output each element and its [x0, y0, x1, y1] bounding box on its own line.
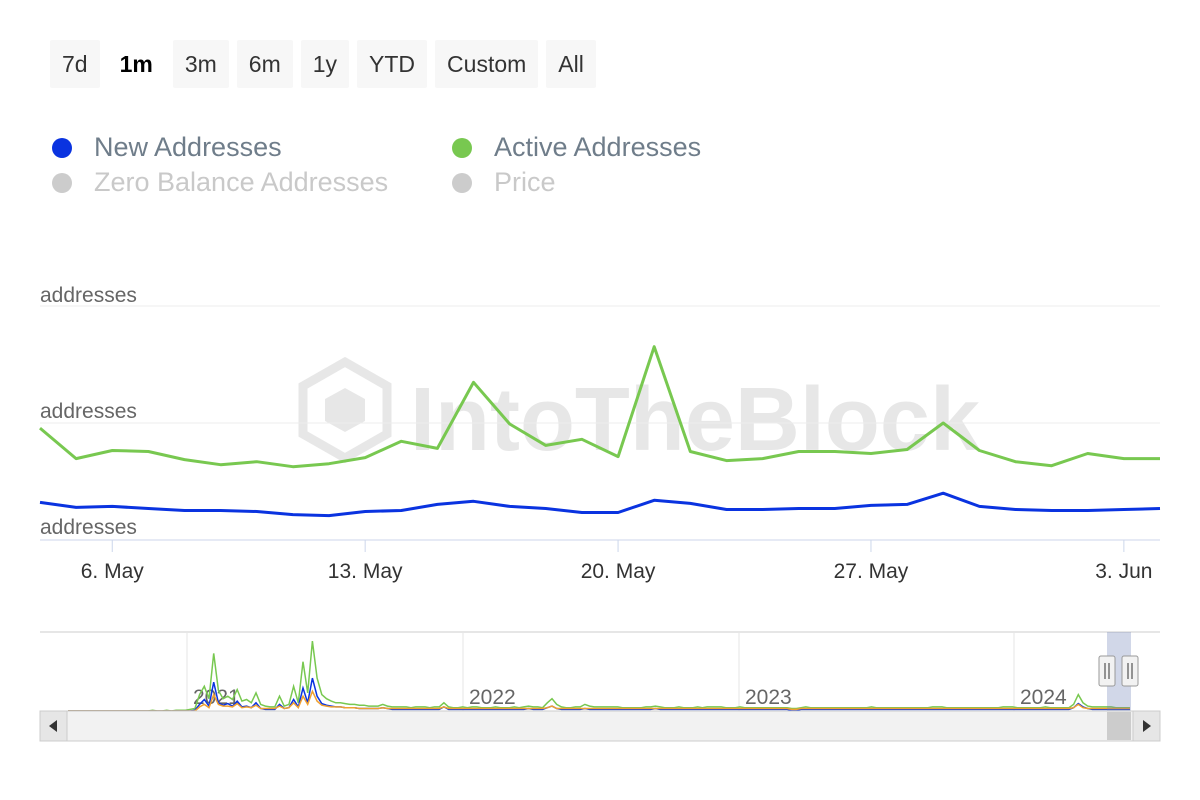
range-button-custom[interactable]: Custom — [435, 40, 539, 88]
watermark-logo-icon — [298, 356, 392, 464]
navigator-year-label: 2023 — [745, 686, 792, 709]
y-axis-label-bottom: addresses — [40, 516, 137, 539]
navigator-series — [68, 641, 1130, 712]
x-axis-ticks: 6. May 13. May 20. May 27. May 3. Jun — [81, 540, 1152, 583]
range-button-all[interactable]: All — [546, 40, 596, 88]
navigator-handle-left[interactable] — [1098, 655, 1116, 687]
navigator-line-price — [68, 689, 1130, 712]
navigator-handle-right[interactable] — [1121, 655, 1139, 687]
scroll-left-button[interactable] — [39, 710, 68, 742]
y-axis-label-middle: addresses — [40, 400, 137, 423]
x-tick-label: 20. May — [581, 560, 656, 583]
scroll-right-button[interactable] — [1132, 710, 1161, 742]
range-button-ytd[interactable]: YTD — [357, 40, 428, 88]
series-lines — [39, 345, 1161, 518]
range-selector: 7d 1m 3m 6m 1y YTD Custom All — [50, 40, 596, 88]
navigator-year-labels: 2021 2022 2023 2024 — [186, 632, 1067, 711]
navigator: 2021 2022 2023 2024 — [40, 631, 1160, 712]
range-button-3m[interactable]: 3m — [172, 40, 229, 88]
legend-label: New Addresses — [94, 132, 282, 162]
navigator-line-new-addresses — [68, 677, 1130, 712]
navigator-year-label: 2022 — [469, 686, 516, 709]
legend-dot-icon — [52, 137, 72, 158]
y-axis-label-top: addresses — [40, 284, 137, 307]
x-tick-label: 6. May — [81, 560, 145, 583]
legend-item-price[interactable]: Price — [452, 167, 556, 198]
legend-item-active-addresses[interactable]: Active Addresses — [452, 132, 701, 163]
legend-item-zero-balance-addresses[interactable]: Zero Balance Addresses — [52, 167, 388, 198]
series-line-new-addresses — [39, 491, 1161, 518]
range-button-1y[interactable]: 1y — [300, 40, 350, 88]
legend-label: Active Addresses — [494, 132, 702, 162]
range-button-7d[interactable]: 7d — [50, 40, 100, 88]
grid-lines — [40, 305, 1160, 424]
arrow-right-icon — [1143, 720, 1151, 732]
range-button-6m[interactable]: 6m — [236, 40, 293, 88]
x-tick-label: 27. May — [834, 560, 909, 583]
legend-item-new-addresses[interactable]: New Addresses — [52, 132, 282, 163]
x-tick-label: 13. May — [328, 560, 403, 583]
range-button-1m[interactable]: 1m — [107, 40, 165, 88]
legend-label: Price — [494, 167, 556, 197]
legend-dot-icon — [452, 137, 472, 158]
series-line-active-addresses — [39, 345, 1160, 469]
navigator-line-active-addresses — [68, 641, 1130, 712]
scrollbar-thumb[interactable] — [1107, 712, 1131, 740]
watermark-text: IntoTheBlock — [410, 370, 981, 470]
navigator-year-label: 2024 — [1020, 686, 1067, 709]
arrow-left-icon — [49, 720, 57, 732]
x-tick-label: 3. Jun — [1095, 560, 1152, 583]
legend-dot-icon — [52, 172, 72, 193]
legend-dot-icon — [452, 172, 472, 193]
scrollbar[interactable] — [39, 710, 1161, 742]
legend-label: Zero Balance Addresses — [94, 167, 389, 197]
